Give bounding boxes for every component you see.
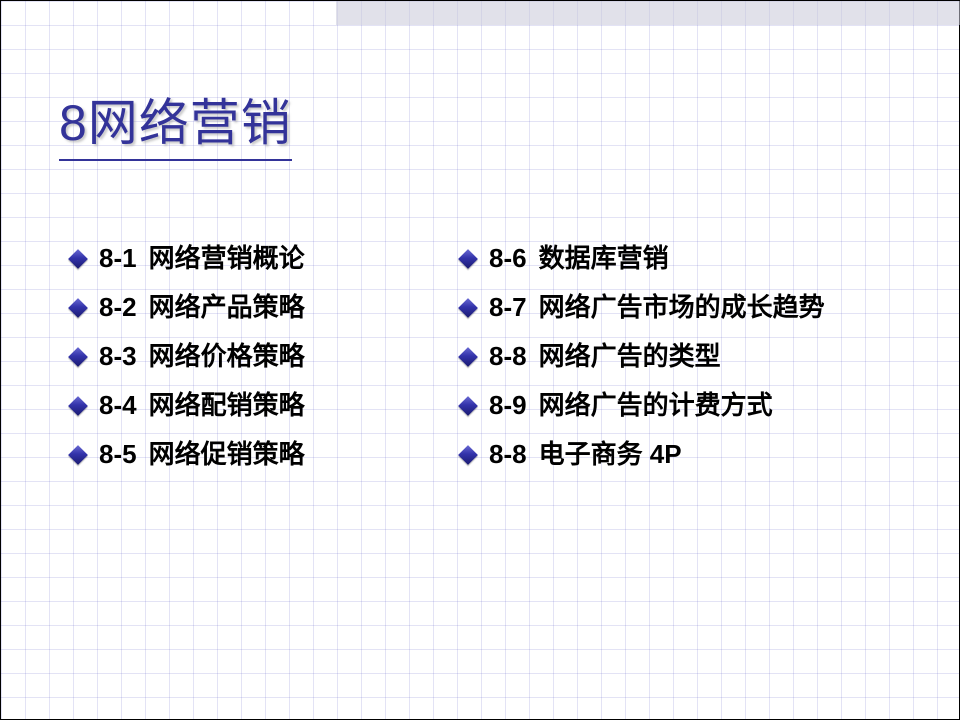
item-number: 8-2 xyxy=(99,288,137,327)
item-label: 网络配销策略 xyxy=(149,386,305,425)
list-item: 8-5 网络促销策略 xyxy=(71,435,461,474)
diamond-bullet-icon xyxy=(458,445,478,465)
item-number: 8-8 xyxy=(489,435,527,474)
list-item: 8-9 网络广告的计费方式 xyxy=(461,386,919,425)
diamond-bullet-icon xyxy=(458,249,478,269)
diamond-bullet-icon xyxy=(68,249,88,269)
item-label: 网络产品策略 xyxy=(149,288,305,327)
content-columns: 8-1 网络营销概论 8-2 网络产品策略 8-3 网络价格策略 8-4 网络配… xyxy=(71,239,919,484)
slide-title-text: 8网络营销 xyxy=(59,83,292,161)
diamond-bullet-icon xyxy=(458,396,478,416)
slide: 8网络营销 8-1 网络营销概论 8-2 网络产品策略 8-3 网络价格策略 8… xyxy=(0,0,960,720)
item-number: 8-8 xyxy=(489,337,527,376)
list-item: 8-1 网络营销概论 xyxy=(71,239,461,278)
list-item: 8-4 网络配销策略 xyxy=(71,386,461,425)
right-column: 8-6 数据库营销 8-7 网络广告市场的成长趋势 8-8 网络广告的类型 8-… xyxy=(461,239,919,484)
item-label: 网络广告的类型 xyxy=(539,337,721,376)
list-item: 8-6 数据库营销 xyxy=(461,239,919,278)
item-label: 数据库营销 xyxy=(539,239,669,278)
list-item: 8-8 网络广告的类型 xyxy=(461,337,919,376)
diamond-bullet-icon xyxy=(458,347,478,367)
item-number: 8-4 xyxy=(99,386,137,425)
list-item: 8-3 网络价格策略 xyxy=(71,337,461,376)
top-bar-decoration xyxy=(336,1,960,25)
list-item: 8-7 网络广告市场的成长趋势 xyxy=(461,288,919,327)
item-label: 电子商务 4P xyxy=(539,435,682,474)
item-number: 8-1 xyxy=(99,239,137,278)
item-number: 8-5 xyxy=(99,435,137,474)
list-item: 8-8 电子商务 4P xyxy=(461,435,919,474)
diamond-bullet-icon xyxy=(68,445,88,465)
diamond-bullet-icon xyxy=(68,396,88,416)
item-number: 8-3 xyxy=(99,337,137,376)
diamond-bullet-icon xyxy=(68,298,88,318)
item-label: 网络营销概论 xyxy=(149,239,305,278)
item-number: 8-7 xyxy=(489,288,527,327)
diamond-bullet-icon xyxy=(68,347,88,367)
item-label: 网络促销策略 xyxy=(149,435,305,474)
diamond-bullet-icon xyxy=(458,298,478,318)
list-item: 8-2 网络产品策略 xyxy=(71,288,461,327)
slide-title: 8网络营销 xyxy=(59,83,292,161)
item-label: 网络广告的计费方式 xyxy=(539,386,773,425)
item-label: 网络价格策略 xyxy=(149,337,305,376)
item-number: 8-6 xyxy=(489,239,527,278)
item-number: 8-9 xyxy=(489,386,527,425)
left-column: 8-1 网络营销概论 8-2 网络产品策略 8-3 网络价格策略 8-4 网络配… xyxy=(71,239,461,484)
item-label: 网络广告市场的成长趋势 xyxy=(539,288,825,327)
